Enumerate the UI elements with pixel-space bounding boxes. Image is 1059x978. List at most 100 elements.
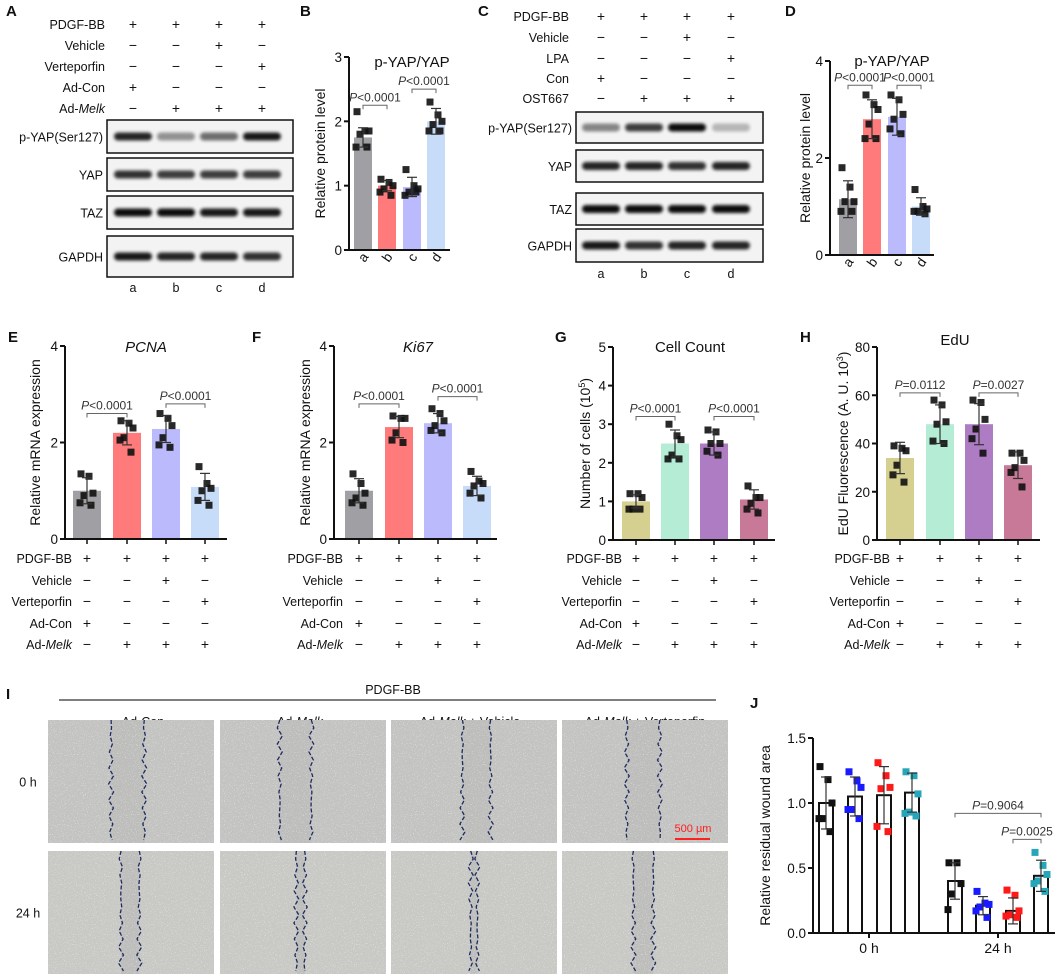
data-point (1031, 848, 1039, 856)
data-point (848, 207, 856, 215)
y-tick-label: 0.5 (787, 861, 806, 876)
p-value-label-part: P (1001, 824, 1009, 838)
data-point (87, 501, 95, 509)
data-point (470, 482, 478, 490)
condition-label-part: Ad- (844, 638, 863, 652)
y-tick-label: 60 (855, 388, 870, 403)
data-point (886, 125, 894, 133)
data-point (945, 859, 953, 867)
data-point (716, 440, 724, 447)
data-point (168, 422, 176, 430)
data-point (972, 425, 980, 433)
data-point (819, 815, 827, 823)
micrograph (391, 719, 557, 843)
condition-sign: + (172, 100, 180, 116)
condition-sign: + (727, 50, 735, 66)
condition-sign: + (201, 593, 209, 609)
cell-texture (391, 851, 557, 974)
p-value-label-part: <0.0001 (357, 90, 401, 104)
condition-label: Ad-Melk (26, 638, 73, 652)
condition-label-part: PDGF-BB (513, 10, 569, 24)
data-point (353, 108, 361, 116)
blot-band (114, 252, 152, 261)
lane-label: c (684, 267, 690, 281)
condition-label: Vehicle (582, 574, 622, 588)
data-point (874, 759, 882, 767)
condition-label-part: Verteporfin (45, 60, 106, 74)
blot-band (200, 208, 238, 217)
significance-bracket (713, 415, 755, 421)
condition-sign: − (473, 572, 481, 588)
data-point (1007, 468, 1015, 476)
data-point (900, 478, 908, 486)
data-point (427, 426, 435, 434)
data-point (426, 98, 434, 106)
condition-sign: + (640, 90, 648, 106)
cell-texture (220, 720, 386, 843)
data-point (979, 449, 987, 457)
y-tick-label: 1 (598, 494, 606, 509)
significance-bracket (358, 403, 400, 408)
condition-sign: + (201, 636, 209, 652)
blot-band (668, 205, 706, 213)
condition-sign: + (671, 636, 679, 652)
data-point (976, 903, 984, 911)
bar (424, 423, 452, 539)
data-point (704, 426, 712, 434)
data-point (1020, 456, 1028, 464)
data-point (884, 828, 892, 836)
blot-band (712, 205, 750, 213)
condition-sign: + (355, 615, 363, 631)
condition-label: LPA (546, 52, 569, 66)
data-point (890, 442, 898, 450)
wound-edge-line (467, 850, 474, 972)
condition-sign: + (395, 636, 403, 652)
condition-sign: − (123, 615, 131, 631)
p-value-label-part: P (160, 389, 168, 403)
condition-sign: + (1014, 636, 1022, 652)
blot-band (157, 170, 195, 179)
chart-title: Ki67 (403, 339, 434, 356)
y-axis-label-part: Relative protein level (312, 89, 328, 219)
condition-sign: + (936, 636, 944, 652)
blot-band (157, 252, 195, 261)
x-tick-label: a (840, 255, 857, 270)
condition-label: Verteporfin (562, 595, 623, 609)
p-value-label-part: P (834, 70, 842, 84)
condition-sign: + (258, 16, 266, 32)
condition-label-part: Ad-Con (63, 81, 105, 95)
y-tick-label: 2 (598, 456, 606, 471)
condition-sign: − (215, 58, 223, 74)
micrograph (391, 850, 557, 974)
data-point (1002, 912, 1010, 920)
data-point (159, 434, 167, 442)
condition-sign: − (936, 572, 944, 588)
condition-sign: + (683, 8, 691, 24)
chart-title-part: Cell Count (655, 339, 726, 356)
condition-sign: − (975, 593, 983, 609)
condition-sign: − (632, 593, 640, 609)
p-value-label-part: =0.9064 (980, 798, 1024, 812)
condition-label: Ad-Melk (576, 638, 623, 652)
data-point (862, 91, 870, 99)
micrograph (562, 850, 728, 974)
data-point (194, 496, 202, 504)
chart-title-part: Ki67 (403, 339, 434, 356)
condition-label-part: Vehicle (529, 31, 569, 45)
data-point (1016, 449, 1024, 457)
panel-G-letter: G (555, 329, 567, 346)
lane-label: a (598, 267, 605, 281)
y-tick-label: 0 (334, 243, 342, 258)
p-value-label-part: P (972, 798, 980, 812)
blot-band (712, 241, 750, 250)
condition-sign: − (750, 615, 758, 631)
cell-texture (48, 720, 214, 843)
data-point (845, 768, 853, 776)
blot-band (582, 123, 620, 132)
cell-texture (562, 720, 728, 843)
data-point (929, 437, 937, 445)
data-point (412, 188, 420, 196)
data-point (969, 396, 977, 404)
data-point (156, 410, 164, 418)
